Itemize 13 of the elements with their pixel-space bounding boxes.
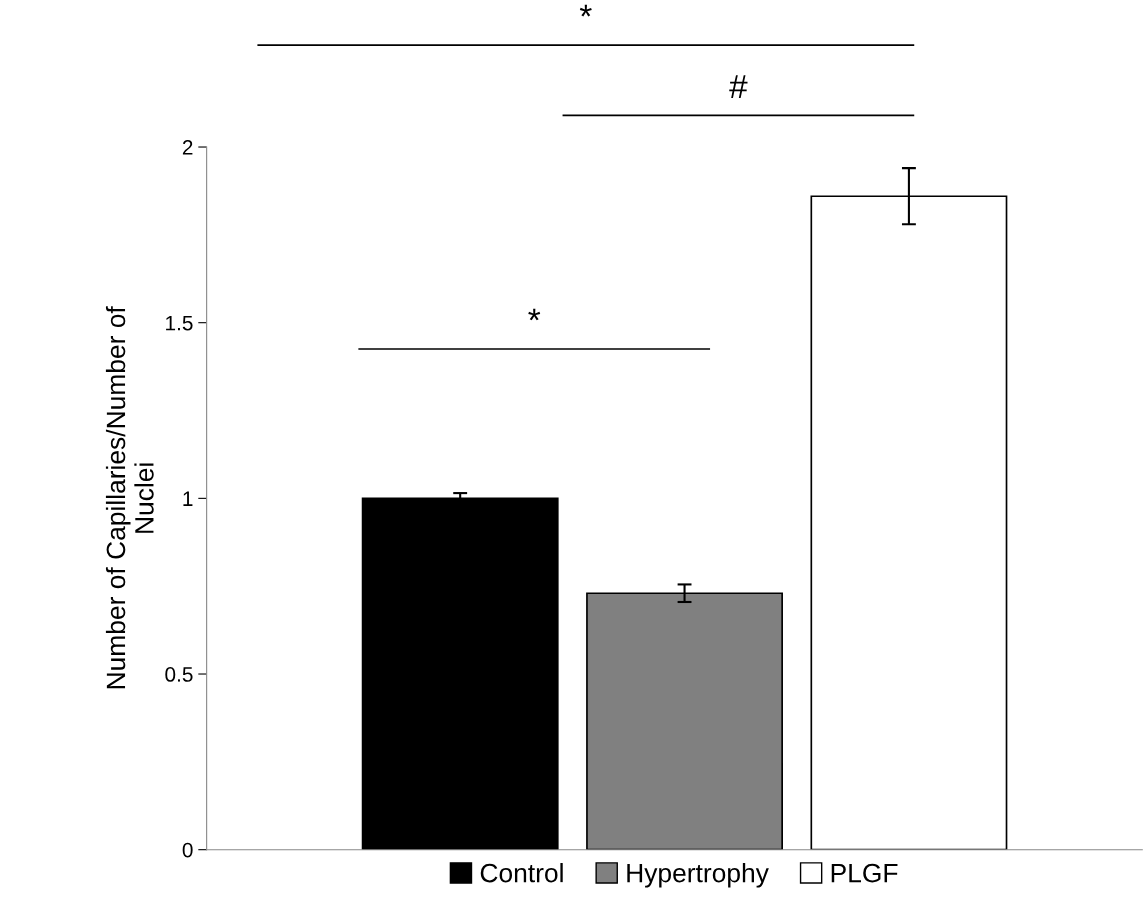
- bar: [361, 497, 559, 850]
- legend-label: Hypertrophy: [627, 863, 769, 888]
- y-tick-label: 2: [182, 140, 193, 155]
- y-tick-label: 1.5: [166, 315, 193, 331]
- y-axis-title: Number of Capillaries/Number of Nuclei: [105, 306, 154, 689]
- legend-label: Control: [480, 863, 563, 883]
- legend-label: PLGF: [831, 863, 898, 883]
- y-tick-label: 0: [182, 842, 193, 858]
- y-tick-label: 0.5: [165, 667, 193, 682]
- annotation: *: [528, 308, 541, 321]
- text: #: [729, 75, 748, 98]
- y-tick-label: 1: [183, 491, 193, 506]
- text: *: [579, 4, 592, 17]
